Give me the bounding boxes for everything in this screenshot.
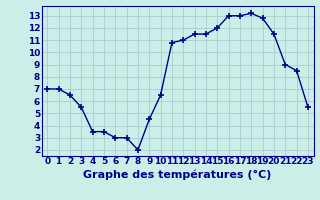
X-axis label: Graphe des températures (°C): Graphe des températures (°C) bbox=[84, 169, 272, 180]
